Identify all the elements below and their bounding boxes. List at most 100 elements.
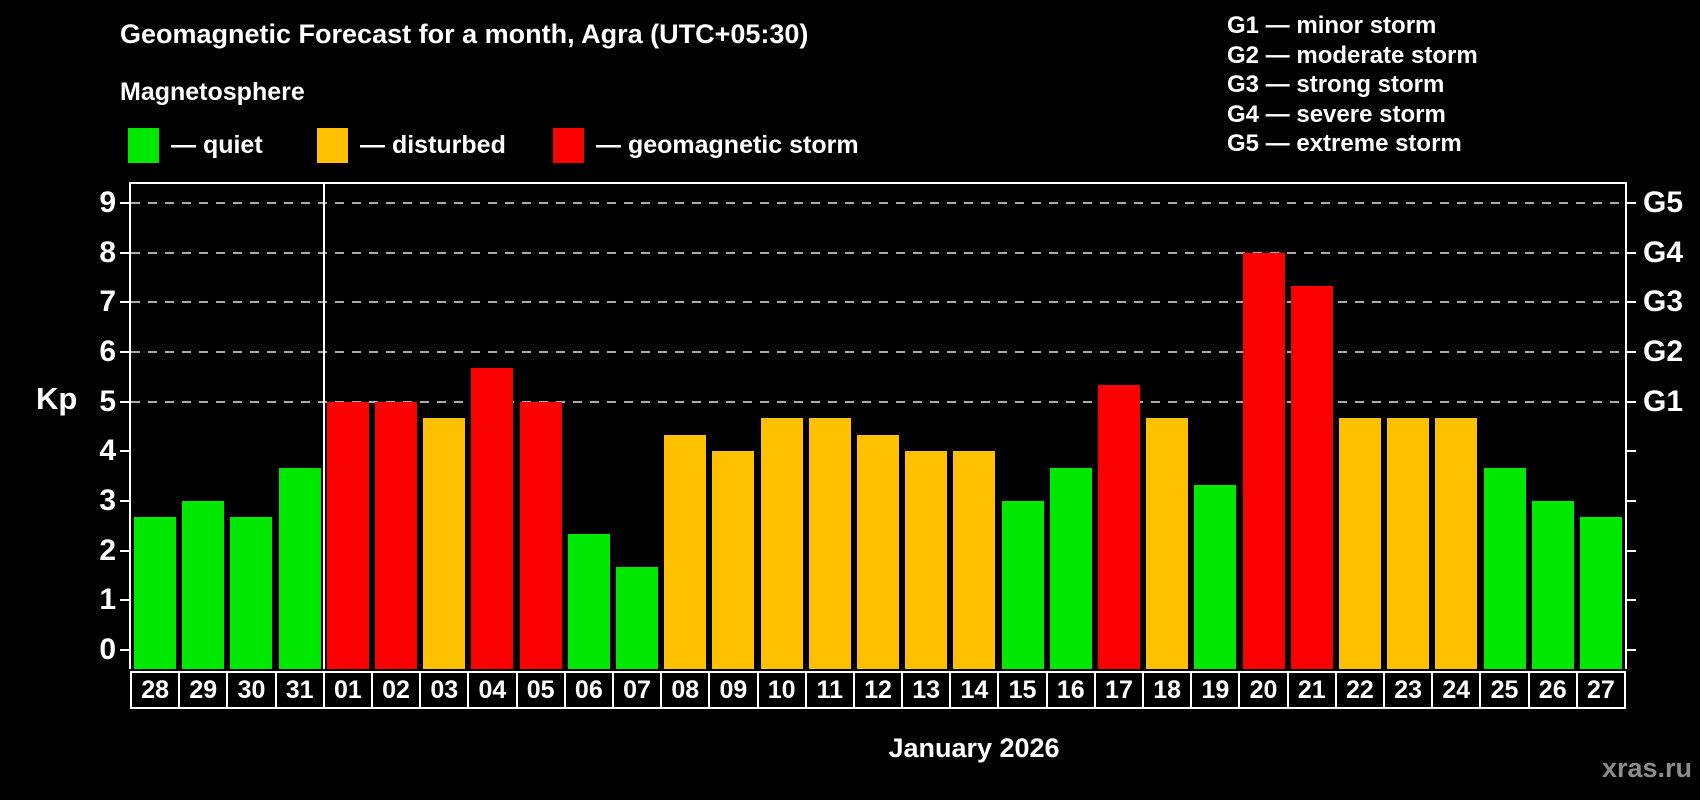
gridline-kp5: [131, 400, 1625, 403]
right-axis-label-G3: G3: [1643, 285, 1684, 319]
kp-bar-day-15: [1001, 501, 1044, 669]
kp-bar-day-16: [1049, 467, 1092, 669]
day-label-03: 03: [419, 671, 470, 709]
left-tick-0: [120, 649, 131, 651]
y-tick-label-6: 6: [99, 334, 116, 368]
day-label-19: 19: [1190, 671, 1241, 709]
chart-subtitle: Magnetosphere: [120, 78, 305, 106]
day-label-31: 31: [274, 671, 325, 709]
day-label-08: 08: [660, 671, 711, 709]
left-tick-4: [120, 450, 131, 453]
right-tick-0: [1625, 649, 1636, 651]
right-axis-label-G2: G2: [1643, 334, 1684, 368]
legend-item-quiet: — quiet: [128, 127, 263, 163]
day-label-27: 27: [1575, 671, 1626, 709]
day-label-14: 14: [949, 671, 1000, 709]
day-label-29: 29: [178, 671, 229, 709]
y-tick-label-5: 5: [99, 384, 116, 418]
kp-bar-day-19: [1194, 484, 1237, 669]
y-tick-label-9: 9: [99, 185, 116, 219]
left-tick-2: [120, 549, 131, 552]
chart-title: Geomagnetic Forecast for a month, Agra (…: [120, 19, 809, 49]
plot-border-left: [129, 182, 131, 669]
kp-bar-day-03: [423, 418, 466, 669]
kp-bar-day-11: [808, 418, 851, 669]
day-label-11: 11: [804, 671, 855, 709]
left-tick-6: [120, 350, 131, 353]
right-tick-9: [1625, 201, 1636, 204]
day-label-18: 18: [1142, 671, 1193, 709]
left-tick-8: [120, 251, 131, 254]
day-label-13: 13: [901, 671, 952, 709]
legend-item-disturbed: — disturbed: [317, 127, 506, 163]
left-tick-1: [120, 599, 131, 602]
gridline-kp6: [131, 350, 1625, 353]
kp-bar-day-27: [1579, 517, 1622, 669]
right-tick-1: [1625, 599, 1636, 602]
day-label-17: 17: [1093, 671, 1145, 709]
day-label-01: 01: [322, 671, 373, 709]
y-tick-label-2: 2: [99, 533, 116, 567]
right-tick-7: [1625, 301, 1636, 304]
right-tick-8: [1625, 251, 1636, 254]
day-label-09: 09: [708, 671, 759, 709]
kp-bar-day-10: [760, 418, 803, 669]
left-tick-3: [120, 499, 131, 502]
kp-bar-day-23: [1387, 418, 1430, 669]
y-tick-label-3: 3: [99, 483, 116, 517]
day-label-16: 16: [1045, 671, 1096, 709]
kp-bar-day-30: [230, 517, 273, 669]
month-boundary-line: [322, 184, 325, 669]
g4-legend-line: G4 — severe storm: [1227, 100, 1446, 128]
g3-legend-line: G3 — strong storm: [1227, 71, 1445, 98]
day-label-20: 20: [1238, 671, 1289, 709]
kp-bar-day-08: [664, 434, 707, 669]
kp-bar-day-14: [953, 451, 996, 669]
legend-item-storm: — geomagnetic storm: [553, 127, 859, 163]
day-label-24: 24: [1431, 671, 1482, 709]
g2-legend-line: G2 — moderate storm: [1227, 41, 1478, 69]
plot-border-top: [129, 182, 1627, 184]
kp-bar-day-24: [1435, 418, 1478, 669]
storm-color-swatch: [553, 127, 584, 163]
y-axis-label: Kp: [36, 381, 78, 416]
kp-bar-day-07: [616, 567, 659, 669]
kp-bar-day-01: [326, 401, 369, 669]
day-label-10: 10: [756, 671, 807, 709]
g5-legend-line: G5 — extreme storm: [1227, 130, 1462, 157]
right-axis-label-G4: G4: [1643, 235, 1684, 269]
kp-bar-day-26: [1531, 501, 1574, 669]
day-label-12: 12: [852, 671, 904, 709]
day-label-23: 23: [1383, 671, 1434, 709]
day-label-21: 21: [1286, 671, 1337, 709]
day-label-25: 25: [1479, 671, 1530, 709]
watermark: xras.ru: [1601, 753, 1692, 783]
right-axis-label-G1: G1: [1643, 384, 1684, 418]
day-label-06: 06: [563, 671, 614, 709]
x-axis-label: January 2026: [888, 733, 1060, 763]
day-label-22: 22: [1334, 671, 1386, 709]
kp-bar-day-18: [1146, 418, 1189, 669]
kp-bar-day-17: [1097, 385, 1140, 669]
gridline-kp8: [131, 251, 1625, 254]
left-tick-7: [120, 301, 131, 304]
day-label-28: 28: [130, 671, 181, 709]
y-tick-label-8: 8: [99, 235, 116, 269]
kp-bar-day-21: [1290, 285, 1333, 669]
gridline-kp7: [131, 301, 1625, 304]
day-label-30: 30: [226, 671, 277, 709]
kp-bar-day-20: [1242, 252, 1285, 669]
right-tick-2: [1625, 549, 1636, 552]
day-label-04: 04: [467, 671, 518, 709]
legend-label-quiet: — quiet: [171, 130, 263, 159]
y-tick-label-4: 4: [99, 434, 116, 468]
left-tick-9: [120, 201, 131, 204]
right-tick-6: [1625, 350, 1636, 353]
kp-bar-day-12: [857, 434, 899, 669]
kp-bar-day-25: [1483, 467, 1526, 669]
kp-bar-day-09: [712, 451, 755, 669]
kp-bar-day-31: [278, 467, 321, 669]
g1-legend-line: G1 — minor storm: [1227, 12, 1437, 39]
y-tick-label-7: 7: [99, 285, 116, 319]
